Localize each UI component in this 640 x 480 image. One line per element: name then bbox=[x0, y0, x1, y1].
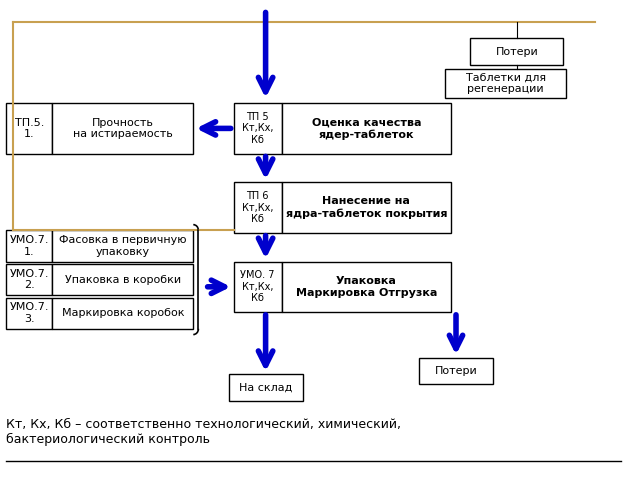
FancyBboxPatch shape bbox=[445, 69, 566, 98]
FancyBboxPatch shape bbox=[52, 264, 193, 295]
FancyBboxPatch shape bbox=[52, 103, 193, 154]
Text: Потери: Потери bbox=[435, 366, 477, 376]
Text: УМО.7.
1.: УМО.7. 1. bbox=[10, 235, 49, 257]
Text: Кт, Кх, Кб – соответственно технологический, химический,
бактериологический конт: Кт, Кх, Кб – соответственно технологичес… bbox=[6, 418, 401, 446]
Text: На склад: На склад bbox=[239, 383, 292, 393]
Text: Фасовка в первичную
упаковку: Фасовка в первичную упаковку bbox=[59, 235, 187, 257]
Text: Упаковка
Маркировка Отгрузка: Упаковка Маркировка Отгрузка bbox=[296, 276, 437, 298]
Text: Маркировка коробок: Маркировка коробок bbox=[61, 308, 184, 318]
Text: ТП.5.
1.: ТП.5. 1. bbox=[15, 118, 44, 139]
FancyBboxPatch shape bbox=[6, 264, 52, 295]
FancyBboxPatch shape bbox=[6, 103, 52, 154]
Text: УМО.7.
2.: УМО.7. 2. bbox=[10, 269, 49, 290]
FancyBboxPatch shape bbox=[282, 182, 451, 233]
Text: Оценка качества
ядер-таблеток: Оценка качества ядер-таблеток bbox=[312, 117, 421, 140]
FancyBboxPatch shape bbox=[419, 358, 493, 384]
FancyBboxPatch shape bbox=[282, 103, 451, 154]
Text: ТП 5
Кт,Кх,
Кб: ТП 5 Кт,Кх, Кб bbox=[242, 112, 273, 145]
Text: Упаковка в коробки: Упаковка в коробки bbox=[65, 275, 181, 285]
Text: ТП 6
Кт,Кх,
Кб: ТП 6 Кт,Кх, Кб bbox=[242, 191, 273, 224]
FancyBboxPatch shape bbox=[6, 230, 52, 262]
FancyBboxPatch shape bbox=[52, 298, 193, 329]
FancyBboxPatch shape bbox=[229, 374, 303, 401]
FancyBboxPatch shape bbox=[282, 262, 451, 312]
FancyBboxPatch shape bbox=[234, 182, 282, 233]
Text: УМО.7.
3.: УМО.7. 3. bbox=[10, 302, 49, 324]
Text: Потери: Потери bbox=[495, 47, 538, 57]
Text: Прочность
на истираемость: Прочность на истираемость bbox=[73, 118, 173, 139]
Text: Нанесение на
ядра-таблеток покрытия: Нанесение на ядра-таблеток покрытия bbox=[285, 196, 447, 219]
FancyBboxPatch shape bbox=[52, 230, 193, 262]
Text: Таблетки для
регенерации: Таблетки для регенерации bbox=[465, 72, 546, 94]
FancyBboxPatch shape bbox=[6, 298, 52, 329]
FancyBboxPatch shape bbox=[470, 38, 563, 65]
FancyBboxPatch shape bbox=[234, 262, 282, 312]
Text: УМО. 7
Кт,Кх,
Кб: УМО. 7 Кт,Кх, Кб bbox=[241, 270, 275, 303]
FancyBboxPatch shape bbox=[234, 103, 282, 154]
